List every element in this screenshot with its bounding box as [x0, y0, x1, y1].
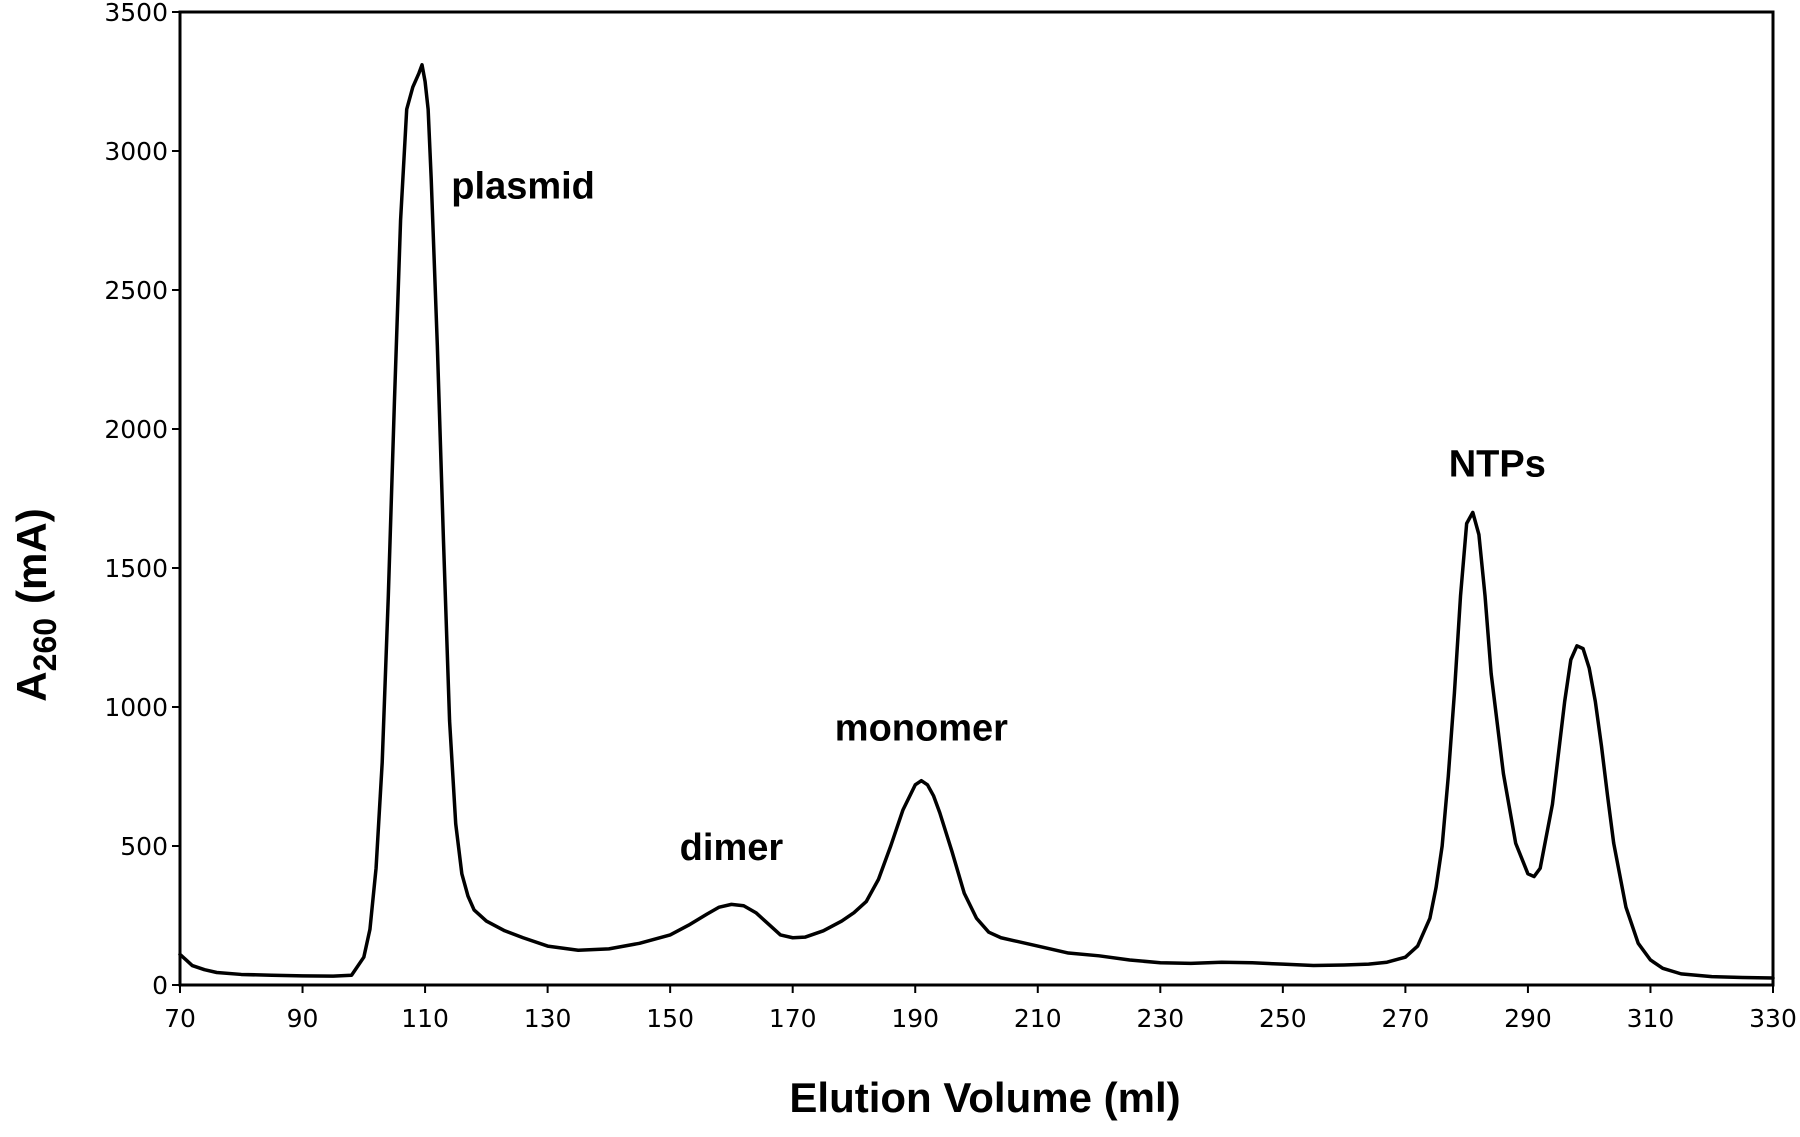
y-tick-label: 2500	[104, 276, 168, 305]
x-tick-label: 150	[646, 1004, 694, 1033]
y-tick-label: 500	[120, 832, 168, 861]
x-tick-label: 290	[1504, 1004, 1552, 1033]
y-axis-title-subscript: 260	[27, 618, 63, 671]
annotation-label: dimer	[680, 827, 784, 869]
series-line-0	[178, 63, 1775, 980]
x-tick-label: 330	[1749, 1004, 1797, 1033]
plot-frame-group	[178, 10, 1775, 987]
y-axis-title-unit: (mA)	[8, 508, 55, 604]
x-tick-label: 250	[1259, 1004, 1307, 1033]
y-tick-label: 1000	[104, 693, 168, 722]
plot-frame	[178, 10, 1775, 987]
x-tick-label: 90	[287, 1004, 319, 1033]
x-tick-label: 210	[1014, 1004, 1062, 1033]
annotation-label: plasmid	[451, 165, 595, 207]
x-tick-label: 170	[769, 1004, 817, 1033]
y-tick-label: 0	[152, 971, 168, 1000]
y-tick-label: 3000	[104, 137, 168, 166]
x-tick-label: 270	[1382, 1004, 1430, 1033]
annotations-group: plasmid dimer monomer NTPs	[451, 165, 1546, 869]
x-tick-label: 70	[164, 1004, 196, 1033]
series-group	[178, 63, 1775, 980]
y-tick-label: 1500	[104, 554, 168, 583]
y-axis-title-main: A	[8, 671, 55, 701]
y-axis-title: A260 (mA)	[8, 508, 63, 701]
x-tick-label: 230	[1136, 1004, 1184, 1033]
x-axis-ticks: 70 90 110 130 150 170 190 210 230 250 270 290 310 330	[164, 985, 1797, 1033]
annotation-label: monomer	[835, 707, 1008, 749]
x-tick-label: 130	[524, 1004, 572, 1033]
x-axis-title: Elution Volume (ml)	[789, 1074, 1180, 1121]
y-tick-label: 2000	[104, 415, 168, 444]
x-tick-label: 110	[401, 1004, 449, 1033]
annotation-label: NTPs	[1449, 443, 1546, 485]
x-tick-label: 190	[891, 1004, 939, 1033]
y-tick-label: 3500	[104, 0, 168, 27]
x-tick-label: 310	[1627, 1004, 1675, 1033]
y-axis-ticks: 0 500 1000 1500 2000 2500 3000 3500	[104, 0, 180, 1000]
